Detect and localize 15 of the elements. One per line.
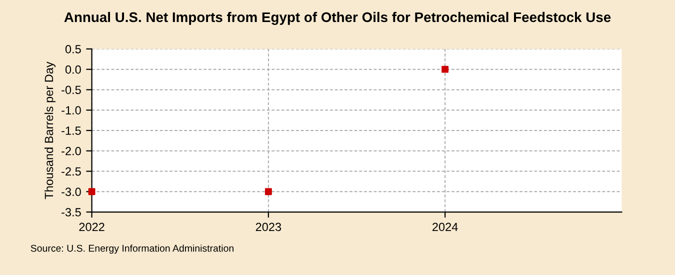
- y-tick-label: -1.5: [62, 126, 81, 135]
- x-tick-label: 2024: [432, 222, 458, 232]
- y-tick-label: -3.5: [62, 208, 81, 216]
- x-tick-label: 2022: [79, 222, 104, 232]
- y-tick-label: 0.0: [65, 65, 81, 74]
- y-tick-label: -2.5: [62, 167, 81, 176]
- y-axis-title: Thousand Barrels per Day: [44, 62, 56, 200]
- y-tick-label: -0.5: [62, 86, 81, 94]
- y-tick-label: -1.0: [62, 106, 81, 114]
- y-tick-label: -2.0: [62, 146, 81, 156]
- source-note: Source: U.S. Energy Information Administration: [30, 244, 234, 254]
- x-tick-label: 2023: [256, 222, 282, 232]
- chart-title: Annual U.S. Net Imports from Egypt of Other Oils for Petrochemical Feedstock Use: [64, 12, 611, 25]
- y-tick-label: 0.5: [65, 44, 81, 54]
- y-tick-label: -3.0: [62, 188, 81, 196]
